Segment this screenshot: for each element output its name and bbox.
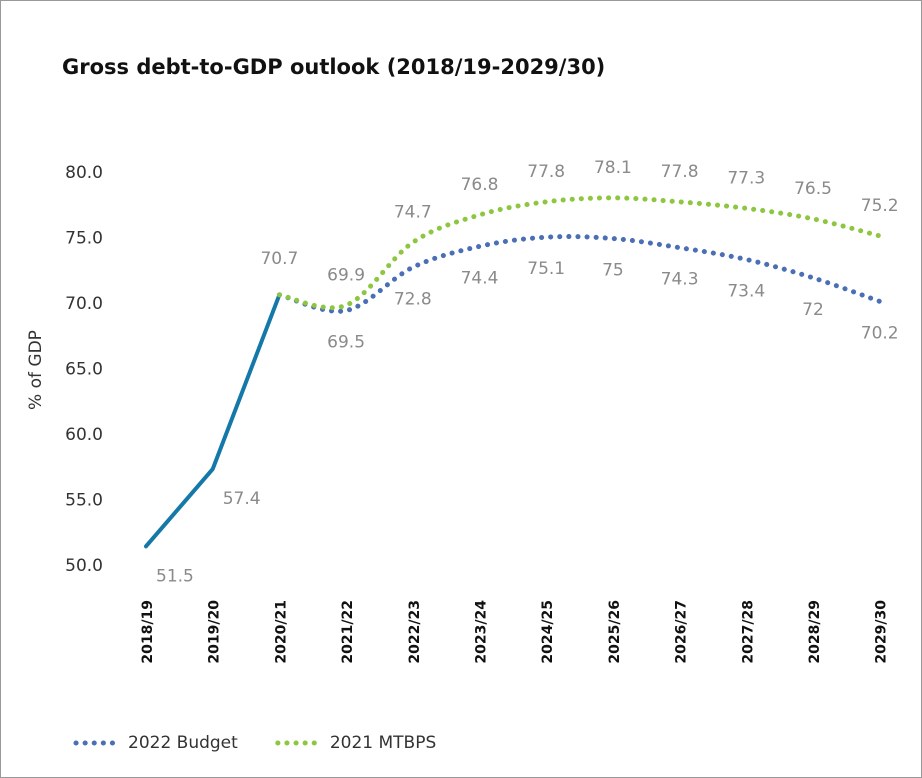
data-label: 70.2 [861, 323, 899, 343]
x-tick-label: 2018/19 [140, 600, 156, 664]
y-tick-label: 60.0 [65, 425, 103, 445]
series-line [144, 292, 282, 549]
x-tick-label: 2027/28 [740, 600, 756, 664]
y-tick-label: 50.0 [65, 556, 103, 576]
data-label: 76.5 [794, 179, 832, 199]
data-label: 75.1 [527, 259, 565, 279]
y-axis-label: % of GDP [26, 330, 46, 410]
data-label: 51.5 [156, 566, 194, 586]
data-label: 74.3 [661, 270, 699, 290]
data-label: 77.3 [727, 168, 765, 188]
data-label: 73.4 [727, 281, 765, 301]
x-tick-label: 2020/21 [273, 600, 289, 664]
data-label: 69.9 [327, 265, 365, 285]
y-tick-label: 80.0 [65, 163, 103, 183]
data-label: 77.8 [527, 162, 565, 182]
data-label: 78.1 [594, 158, 632, 178]
legend-label: 2021 MTBPS [330, 733, 436, 753]
y-tick-label: 75.0 [65, 229, 103, 249]
data-label: 75 [602, 261, 624, 281]
chart-title: Gross debt-to-GDP outlook (2018/19-2029/… [62, 55, 605, 79]
x-tick-label: 2025/26 [607, 600, 623, 664]
data-label: 76.8 [461, 175, 499, 195]
x-tick-label: 2019/20 [207, 600, 223, 664]
y-tick-label: 65.0 [65, 360, 103, 380]
series-line [276, 195, 883, 311]
x-tick-label: 2021/22 [340, 600, 356, 664]
y-tick-label: 70.0 [65, 294, 103, 314]
x-tick-label: 2028/29 [807, 600, 823, 664]
y-tick-label: 55.0 [65, 491, 103, 511]
data-label: 72.8 [394, 289, 432, 309]
x-tick-label: 2029/30 [874, 600, 890, 664]
x-tick-label: 2026/27 [674, 600, 690, 664]
data-label: 75.2 [861, 196, 899, 216]
legend-label: 2022 Budget [128, 733, 238, 753]
series-line [276, 234, 883, 314]
data-label: 69.5 [327, 333, 365, 353]
data-label: 72 [802, 300, 824, 320]
data-label: 74.7 [394, 202, 432, 222]
x-tick-label: 2022/23 [407, 600, 423, 664]
x-tick-label: 2024/25 [540, 600, 556, 664]
x-tick-label: 2023/24 [474, 600, 490, 664]
data-label: 77.8 [661, 162, 699, 182]
data-label: 70.7 [260, 249, 298, 269]
data-label: 74.4 [461, 268, 499, 288]
data-label: 57.4 [223, 489, 261, 509]
